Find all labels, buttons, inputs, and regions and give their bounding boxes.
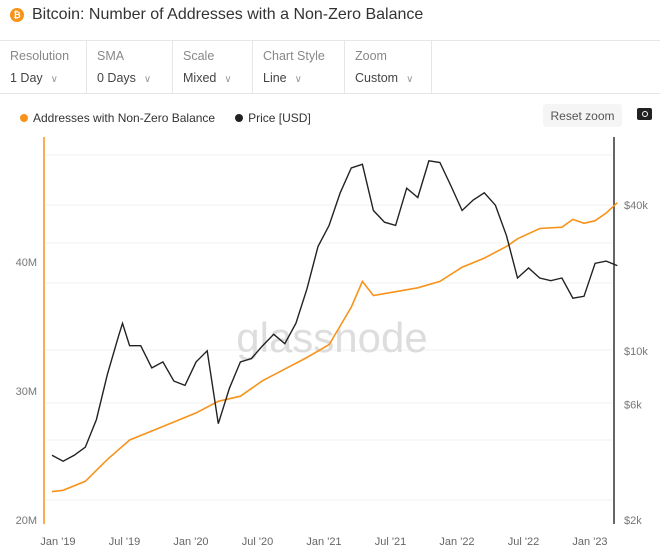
y-left-tick-label: 20M xyxy=(16,515,37,527)
x-tick-label: Jan '20 xyxy=(173,536,208,548)
y-right-tick-label: $10k xyxy=(624,346,648,358)
x-tick-label: Jan '22 xyxy=(439,536,474,548)
price-line xyxy=(51,160,618,462)
y-left-tick-label: 30M xyxy=(16,386,37,398)
page-title: ₿ Bitcoin: Number of Addresses with a Non… xyxy=(10,6,423,24)
x-tick-label: Jan '23 xyxy=(572,536,607,548)
chevron-down-icon: ∨ xyxy=(294,74,302,85)
chevron-down-icon: ∨ xyxy=(406,74,414,85)
chevron-down-icon: ∨ xyxy=(224,74,232,85)
legend-item-price[interactable]: Price [USD] xyxy=(235,111,311,125)
y-right-tick-label: $6k xyxy=(624,400,642,412)
camera-icon[interactable] xyxy=(637,108,652,120)
toolbar: Resolution 1 Day ∨ SMA 0 Days ∨ Scale Mixed ∨ … xyxy=(0,40,660,94)
x-tick-label: Jul '21 xyxy=(375,536,406,548)
zoom-dropdown[interactable]: Zoom Custom ∨ xyxy=(345,41,432,93)
y-right-tick-label: $40k xyxy=(624,200,648,212)
scale-dropdown[interactable]: Scale Mixed ∨ xyxy=(173,41,253,93)
chevron-down-icon: ∨ xyxy=(143,74,152,85)
x-tick-label: Jul '22 xyxy=(508,536,539,548)
x-tick-label: Jan '19 xyxy=(40,536,75,548)
watermark: glassnode xyxy=(236,314,427,361)
y-left-tick-label: 40M xyxy=(16,257,37,269)
x-tick-label: Jan '21 xyxy=(306,536,341,548)
chevron-down-icon: ∨ xyxy=(50,74,58,85)
x-tick-label: Jul '19 xyxy=(109,536,140,548)
bitcoin-icon: ₿ xyxy=(10,8,24,22)
sma-dropdown[interactable]: SMA 0 Days ∨ xyxy=(87,41,173,93)
reset-zoom-button[interactable]: Reset zoom xyxy=(543,104,622,127)
resolution-dropdown[interactable]: Resolution 1 Day ∨ xyxy=(0,41,87,93)
legend: Addresses with Non-Zero Balance Price [U… xyxy=(20,111,311,125)
x-tick-label: Jul '20 xyxy=(242,536,273,548)
y-right-tick-label: $2k xyxy=(624,515,642,527)
chart-style-dropdown[interactable]: Chart Style Line ∨ xyxy=(253,41,345,93)
addresses-line xyxy=(51,202,618,493)
legend-item-addresses[interactable]: Addresses with Non-Zero Balance xyxy=(20,111,215,125)
